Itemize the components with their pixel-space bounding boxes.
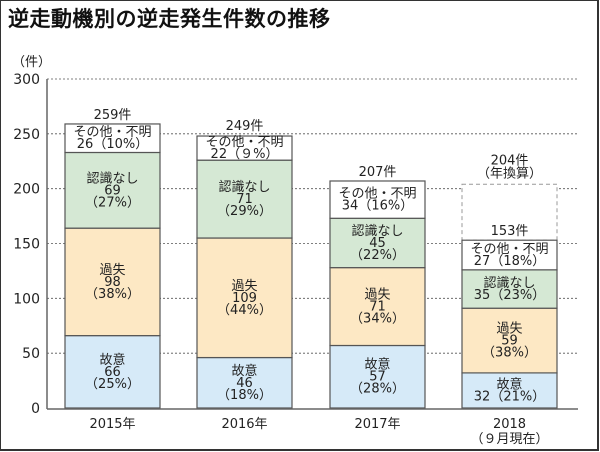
bar-labels: 204件（年換算）故意66（25%）過失98（38%）認識なし69（27%）その… (73, 108, 548, 404)
segment-label: 故意 (364, 357, 390, 373)
y-tick-label: 200 (13, 182, 40, 198)
segment-label: 故意 (231, 363, 257, 379)
bar-segment-認識なし (329, 217, 426, 269)
segment-label: （27%） (85, 195, 140, 210)
segment-label: 故意 (496, 376, 522, 392)
segment-label: 71 (236, 192, 253, 207)
segment-label: （29%） (217, 204, 272, 219)
bar-segment-故意 (329, 344, 426, 409)
segment-label: （22%） (350, 248, 405, 263)
segment-label: 22（９%） (211, 147, 279, 162)
bar-segment-その他・不明 (64, 123, 161, 154)
segment-label: （25%） (85, 377, 140, 392)
segment-label: （34%） (350, 312, 405, 327)
bar-segment-過失 (64, 227, 161, 337)
segment-label: 109 (232, 291, 257, 306)
segment-label: 認識なし (86, 170, 138, 186)
bar-segment-その他・不明 (461, 239, 558, 271)
segment-label: 32（21%） (474, 389, 545, 404)
annualized-label: 204件 (491, 153, 529, 168)
segment-label: （44%） (217, 303, 272, 318)
bar-segment-故意 (64, 335, 161, 409)
segment-label: 故意 (99, 352, 125, 368)
segment-label: 過失 (231, 279, 257, 294)
total-label: 153件 (491, 224, 529, 239)
segment-label: 59 (501, 334, 518, 349)
segment-label: （38%） (482, 346, 537, 361)
segment-label: 34（16%） (342, 199, 413, 214)
segment-label: 認識なし (351, 223, 403, 239)
segment-label: （18%） (217, 388, 272, 403)
segment-label: その他・不明 (470, 242, 548, 257)
x-tick-label: 2018 (493, 417, 526, 432)
bar-segment-その他・不明 (196, 135, 293, 161)
total-label: 259件 (94, 108, 132, 123)
y-axis-ticks: 0 50 100 150 200 250 300 (13, 72, 40, 417)
segment-label: 46 (236, 376, 253, 391)
segment-label: 98 (104, 275, 121, 290)
segment-label: （38%） (85, 287, 140, 302)
segment-label: 69 (104, 183, 121, 198)
segment-label: 66 (104, 365, 121, 380)
segment-label: （28%） (350, 382, 405, 397)
segment-label: その他・不明 (205, 135, 283, 150)
y-tick-label: 250 (13, 127, 40, 143)
segment-label: 過失 (364, 288, 390, 303)
chart-title: 逆走動機別の逆走発生件数の推移 (8, 7, 331, 31)
bar-segment-認識なし (196, 159, 293, 239)
segment-label: その他・不明 (338, 187, 416, 202)
annualized-label: （年換算） (477, 166, 542, 181)
segment-label: 71 (369, 300, 386, 315)
bar-segment-過失 (329, 267, 426, 347)
total-label: 207件 (359, 165, 397, 180)
y-tick-label: 150 (13, 237, 40, 253)
bars (64, 123, 558, 409)
y-tick-label: 50 (22, 346, 40, 362)
total-label: 249件 (226, 119, 264, 134)
segment-label: 27（18%） (474, 254, 545, 269)
x-axis-labels: 2015年 2016年 2017年 2018（９月現在） (89, 417, 548, 447)
y-tick-label: 300 (13, 72, 40, 88)
x-tick-sublabel: （９月現在） (470, 432, 548, 447)
y-tick-label: 0 (31, 401, 40, 417)
y-axis-unit: （件） (12, 55, 51, 70)
x-tick-label: 2017年 (354, 417, 400, 432)
segment-label: 35（23%） (474, 288, 545, 303)
segment-label: その他・不明 (73, 125, 151, 140)
segment-label: 認識なし (218, 179, 270, 195)
bar-segment-認識なし (64, 151, 161, 229)
x-tick-label: 2016年 (221, 417, 267, 432)
bar-segment-その他・不明 (329, 180, 426, 219)
segment-label: 認識なし (483, 275, 535, 291)
segment-label: 過失 (99, 263, 125, 278)
segment-label: 45 (369, 236, 386, 251)
annualized-projection-outline (461, 183, 558, 241)
segment-label: 26（10%） (77, 137, 148, 152)
segment-label: 過失 (496, 322, 522, 337)
segment-label: 57 (369, 370, 386, 385)
y-tick-label: 100 (13, 291, 40, 307)
x-tick-label: 2015年 (89, 417, 135, 432)
